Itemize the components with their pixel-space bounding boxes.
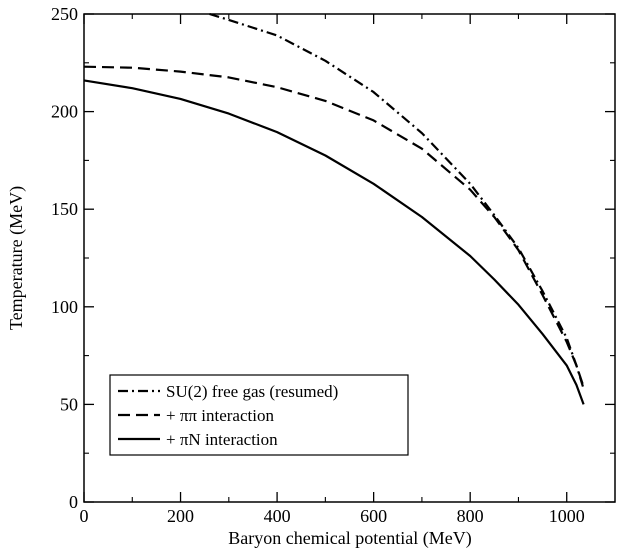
legend-items: SU(2) free gas (resumed) + ππ interaction… — [118, 382, 338, 449]
x-tick-label: 200 — [167, 506, 194, 526]
series-lines — [83, 12, 585, 405]
series-line-2 — [83, 65, 585, 388]
x-tick-label: 800 — [457, 506, 484, 526]
x-tick-label: 600 — [360, 506, 387, 526]
x-tick-label: 400 — [264, 506, 291, 526]
y-tick-label: 200 — [51, 102, 78, 122]
y-tick-label: 50 — [60, 394, 78, 414]
x-axis-label: Baryon chemical potential (MeV) — [228, 528, 471, 549]
tick-marks — [83, 13, 615, 503]
y-tick-label: 150 — [51, 199, 78, 219]
series-line-1 — [209, 12, 585, 390]
legend-label-3: + πN interaction — [166, 430, 278, 449]
legend-label-2: + ππ interaction — [166, 406, 274, 425]
y-tick-label: 100 — [51, 297, 78, 317]
x-tick-label: 1000 — [549, 506, 585, 526]
y-tick-labels: 0 50 100 150 200 250 — [51, 4, 78, 512]
y-axis-label: Temperature (MeV) — [6, 186, 27, 330]
x-tick-label: 0 — [80, 506, 89, 526]
y-tick-label: 250 — [51, 4, 78, 24]
legend-label-1: SU(2) free gas (resumed) — [166, 382, 338, 401]
y-tick-label: 0 — [69, 492, 78, 512]
x-tick-labels: 0 200 400 600 800 1000 — [80, 506, 585, 526]
series-line-3 — [83, 79, 585, 405]
legend: SU(2) free gas (resumed) + ππ interaction… — [109, 374, 409, 456]
